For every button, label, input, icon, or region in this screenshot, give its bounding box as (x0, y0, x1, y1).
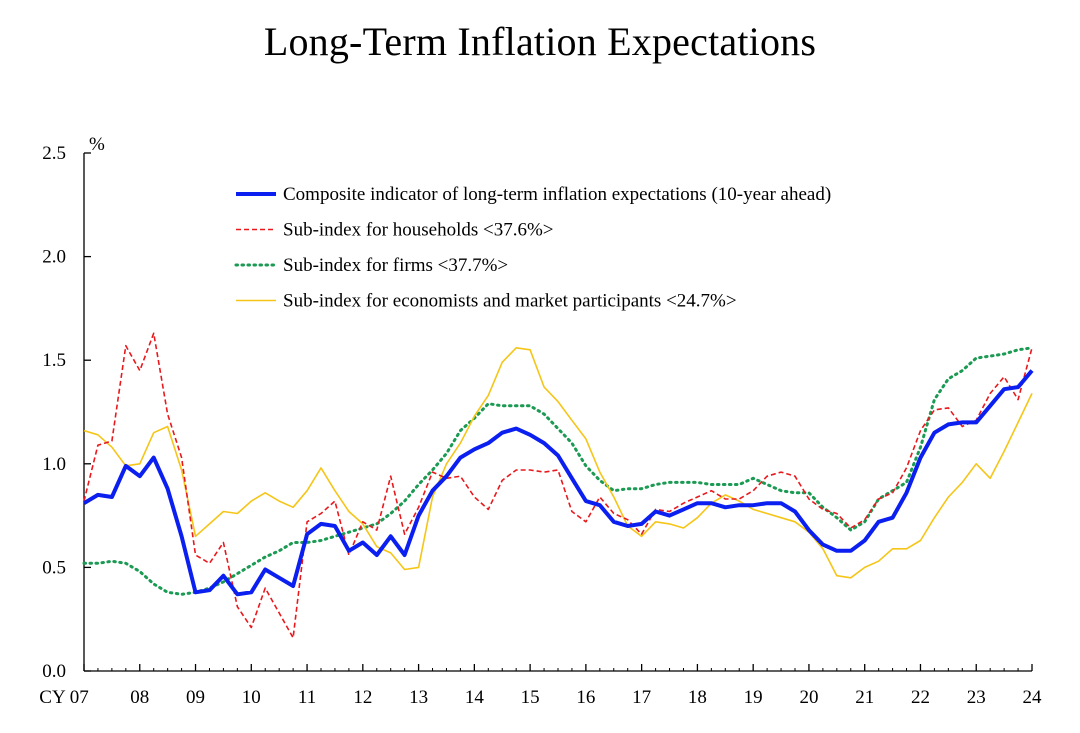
y-tick-label: 0.5 (42, 557, 66, 578)
x-tick-label: 24 (1023, 687, 1043, 708)
legend-label-composite: Composite indicator of long-term inflati… (283, 184, 831, 205)
series-line-composite (82, 369, 1034, 597)
x-tick-label: 11 (298, 687, 316, 708)
x-tick-label: 22 (911, 687, 930, 708)
x-tick-label: CY 07 (39, 687, 88, 708)
x-tick-label: 18 (688, 687, 707, 708)
chart-title: Long-Term Inflation Expectations (263, 19, 817, 64)
x-tick-label: 14 (465, 687, 485, 708)
x-tick-label: 09 (186, 687, 205, 708)
legend-label-households: Sub-index for households <37.6%> (283, 220, 554, 241)
series-line-firms (82, 346, 1034, 596)
x-tick-label: 10 (242, 687, 261, 708)
x-tick-label: 08 (130, 687, 149, 708)
axes: 0.0 0.5 1.0 1.5 2.0 2.5 % CY 07 08 09 10 11 12 13 14 15… (39, 134, 1042, 708)
legend: Composite indicator of long-term inflati… (234, 184, 831, 312)
y-tick-label: 2.5 (42, 143, 66, 164)
series-line-households (83, 332, 1033, 639)
y-tick-label: 1.5 (42, 350, 66, 371)
x-tick-label: 17 (632, 687, 651, 708)
y-tick-label: 1.0 (42, 454, 66, 475)
x-tick-label: 12 (353, 687, 372, 708)
x-tick-label: 21 (855, 687, 874, 708)
x-tick-label: 13 (409, 687, 428, 708)
y-tick-label: 0.0 (42, 661, 66, 682)
x-tick-label: 16 (576, 687, 595, 708)
series-layer (82, 332, 1034, 639)
x-tick-label: 15 (521, 687, 540, 708)
x-tick-label: 19 (744, 687, 763, 708)
legend-label-firms: Sub-index for firms <37.7%> (283, 255, 508, 276)
x-tick-label: 20 (799, 687, 818, 708)
series-line-economists (83, 346, 1033, 579)
x-tick-label: 23 (967, 687, 986, 708)
y-axis-unit-label: % (89, 134, 105, 155)
y-tick-label: 2.0 (42, 247, 66, 268)
legend-label-economists: Sub-index for economists and market part… (283, 291, 737, 312)
